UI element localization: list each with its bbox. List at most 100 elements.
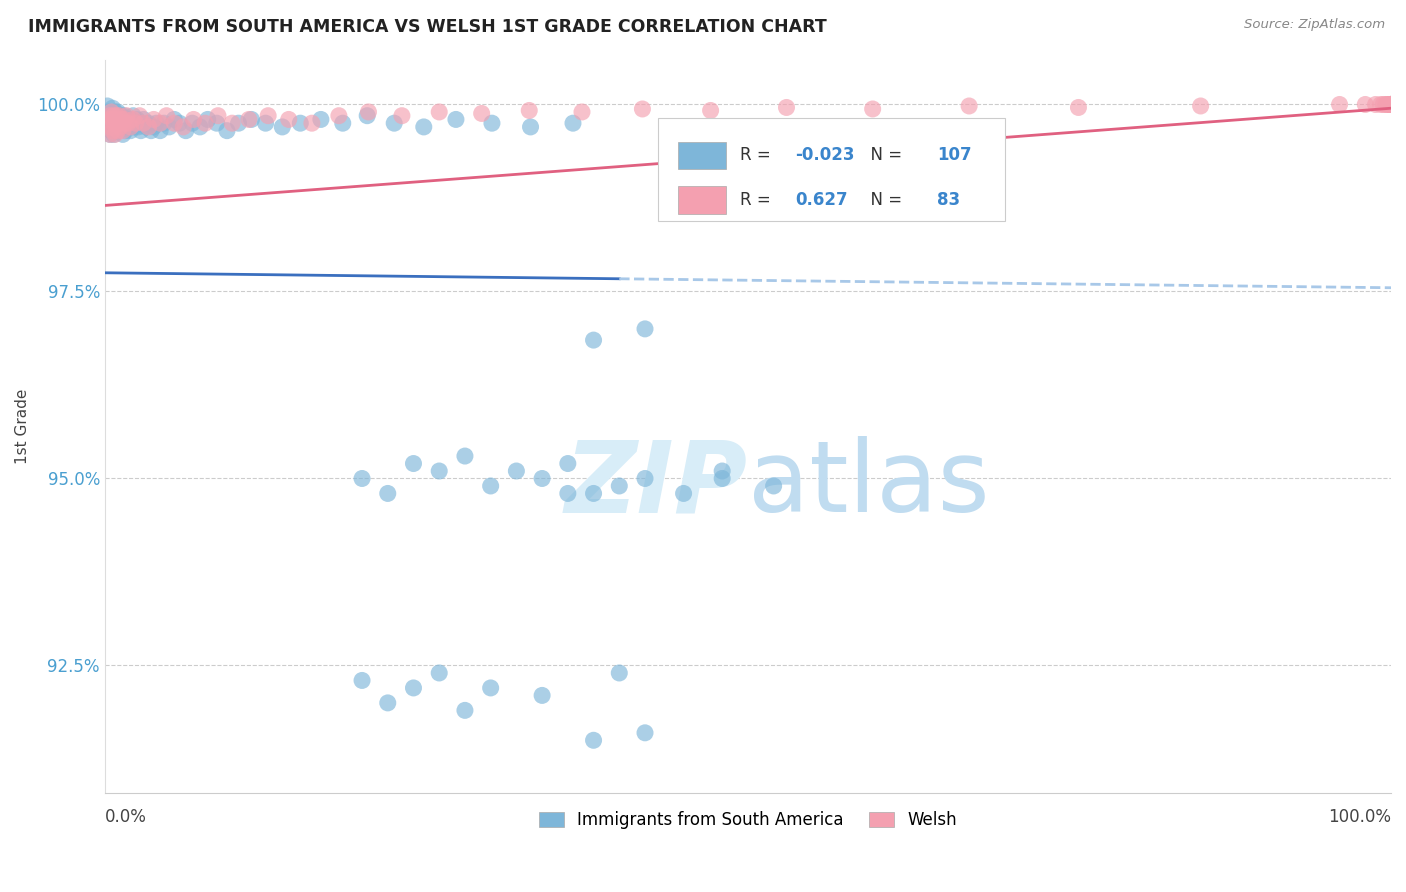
Welsh [111, 123, 134, 137]
Immigrants from South America [127, 120, 149, 134]
Immigrants from South America [117, 112, 139, 127]
Y-axis label: 1st Grade: 1st Grade [15, 388, 30, 464]
Immigrants from South America [402, 681, 425, 695]
Immigrants from South America [100, 123, 122, 137]
Immigrants from South America [479, 681, 502, 695]
Immigrants from South America [672, 486, 695, 500]
Welsh [1379, 97, 1402, 112]
Immigrants from South America [98, 128, 121, 142]
Immigrants from South America [181, 116, 204, 130]
Immigrants from South America [112, 120, 135, 134]
Text: 107: 107 [936, 146, 972, 164]
Welsh [98, 109, 121, 123]
Immigrants from South America [163, 112, 186, 127]
Welsh [142, 112, 165, 127]
Immigrants from South America [145, 116, 167, 130]
Welsh [1372, 97, 1395, 112]
Immigrants from South America [607, 665, 630, 680]
Immigrants from South America [131, 116, 153, 130]
Immigrants from South America [124, 120, 146, 134]
Immigrants from South America [129, 123, 152, 137]
Text: N =: N = [860, 146, 907, 164]
Welsh [117, 116, 139, 130]
Welsh [1379, 97, 1402, 112]
Immigrants from South America [110, 109, 132, 123]
Welsh [1379, 97, 1402, 112]
Immigrants from South America [103, 128, 125, 142]
Text: -0.023: -0.023 [796, 146, 855, 164]
Welsh [238, 112, 260, 127]
Immigrants from South America [98, 109, 121, 123]
Immigrants from South America [762, 479, 785, 493]
Immigrants from South America [112, 109, 135, 123]
Immigrants from South America [402, 457, 425, 471]
Text: Source: ZipAtlas.com: Source: ZipAtlas.com [1244, 18, 1385, 31]
Welsh [221, 116, 243, 130]
Immigrants from South America [120, 123, 142, 137]
Immigrants from South America [215, 123, 238, 137]
Text: 100.0%: 100.0% [1329, 808, 1391, 826]
Immigrants from South America [479, 479, 502, 493]
Immigrants from South America [110, 120, 132, 134]
Immigrants from South America [309, 112, 332, 127]
Immigrants from South America [454, 449, 477, 463]
Welsh [114, 116, 136, 130]
Immigrants from South America [142, 120, 165, 134]
Welsh [1379, 97, 1402, 112]
Welsh [124, 116, 146, 130]
Welsh [862, 102, 884, 116]
Immigrants from South America [122, 109, 145, 123]
Text: R =: R = [740, 191, 782, 209]
Immigrants from South America [100, 112, 122, 127]
Welsh [149, 116, 172, 130]
Immigrants from South America [105, 109, 128, 123]
Text: N =: N = [860, 191, 907, 209]
Welsh [1375, 97, 1398, 112]
Welsh [138, 120, 160, 134]
Welsh [571, 105, 593, 120]
FancyBboxPatch shape [679, 142, 725, 169]
Welsh [1379, 97, 1402, 112]
Immigrants from South America [290, 116, 312, 130]
Immigrants from South America [254, 116, 277, 130]
Welsh [1189, 99, 1212, 113]
Immigrants from South America [110, 116, 132, 130]
Immigrants from South America [117, 120, 139, 134]
Text: IMMIGRANTS FROM SOUTH AMERICA VS WELSH 1ST GRADE CORRELATION CHART: IMMIGRANTS FROM SOUTH AMERICA VS WELSH 1… [28, 18, 827, 36]
Immigrants from South America [711, 464, 734, 478]
Legend: Immigrants from South America, Welsh: Immigrants from South America, Welsh [533, 805, 963, 836]
Immigrants from South America [107, 123, 129, 137]
Immigrants from South America [121, 116, 143, 130]
Immigrants from South America [582, 733, 605, 747]
Welsh [105, 116, 128, 130]
Welsh [631, 102, 654, 116]
Welsh [1378, 97, 1400, 112]
Welsh [120, 120, 142, 134]
Immigrants from South America [634, 726, 657, 740]
Immigrants from South America [118, 116, 141, 130]
Welsh [103, 116, 125, 130]
Welsh [108, 116, 131, 130]
Immigrants from South America [427, 464, 450, 478]
Immigrants from South America [107, 105, 129, 120]
Welsh [132, 116, 155, 130]
Welsh [957, 99, 980, 113]
Text: R =: R = [740, 146, 776, 164]
Immigrants from South America [115, 116, 138, 130]
FancyBboxPatch shape [658, 119, 1005, 221]
Text: 83: 83 [936, 191, 960, 209]
Welsh [110, 120, 132, 134]
Welsh [257, 109, 280, 123]
Immigrants from South America [111, 116, 134, 130]
Welsh [115, 109, 138, 123]
Immigrants from South America [228, 116, 250, 130]
Welsh [100, 120, 122, 134]
Immigrants from South America [519, 120, 541, 134]
Welsh [517, 103, 540, 118]
Immigrants from South America [108, 109, 131, 123]
Welsh [328, 109, 350, 123]
Immigrants from South America [105, 116, 128, 130]
Immigrants from South America [174, 123, 197, 137]
Immigrants from South America [356, 109, 378, 123]
Welsh [103, 109, 125, 123]
